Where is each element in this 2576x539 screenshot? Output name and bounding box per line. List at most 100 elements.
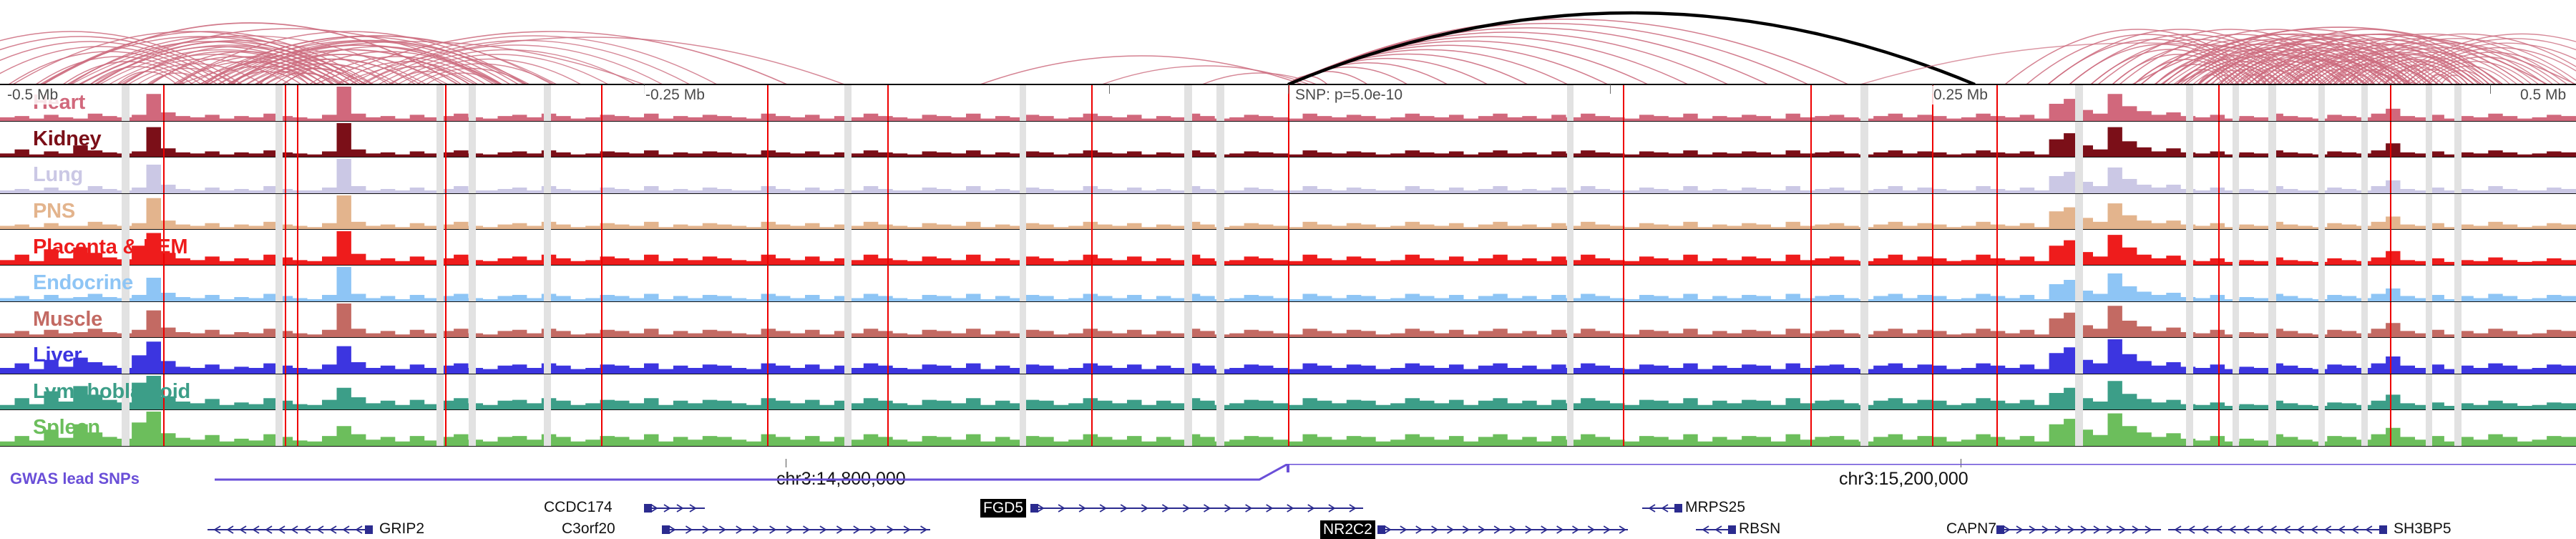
- signal-track-muscle[interactable]: Muscle: [0, 301, 2576, 339]
- interaction-arc: [980, 55, 1303, 84]
- ruler-tick-label-3: 0.25 Mb: [1932, 86, 1989, 105]
- signal-profile: [0, 339, 2576, 374]
- interaction-arc: [172, 31, 527, 84]
- strand-arrow: [2029, 525, 2036, 534]
- gene-label-ccdc174[interactable]: CCDC174: [544, 499, 613, 515]
- signal-track-lung[interactable]: Lung: [0, 157, 2576, 195]
- strand-arrow: [1603, 525, 1611, 534]
- gene-label-mrps25[interactable]: MRPS25: [1685, 499, 1746, 515]
- interaction-arc: [2226, 49, 2386, 84]
- signal-track-spleen[interactable]: Spleen: [0, 409, 2576, 447]
- gene-label-c3orf20[interactable]: C3orf20: [562, 520, 615, 537]
- gene-exon: [2379, 525, 2387, 534]
- signal-track-endocrine[interactable]: Endocrine: [0, 265, 2576, 303]
- interaction-arc: [2332, 38, 2576, 84]
- strand-arrow: [2255, 525, 2263, 534]
- signal-profile: [0, 122, 2576, 157]
- interaction-arc: [0, 46, 218, 84]
- strand-arrow: [1245, 504, 1253, 513]
- interaction-arc: [1860, 42, 2419, 84]
- strand-arrow: [1328, 504, 1336, 513]
- signal-track-liver[interactable]: Liver: [0, 337, 2576, 375]
- strand-arrow: [1714, 525, 1722, 534]
- strand-arrow: [1702, 525, 1709, 534]
- strand-arrow: [1037, 504, 1045, 513]
- strand-arrow: [736, 525, 743, 534]
- interaction-arc: [2233, 29, 2501, 84]
- interaction-arc: [2240, 44, 2428, 84]
- interaction-arc: [2409, 52, 2575, 84]
- gwas-track-label: GWAS lead SNPs: [10, 470, 140, 487]
- strand-arrow: [329, 525, 337, 534]
- strand-arrow: [1400, 525, 1407, 534]
- strand-arrow: [2283, 525, 2290, 534]
- strand-arrow: [2093, 525, 2101, 534]
- interaction-arc: [12, 31, 367, 84]
- strand-arrow: [702, 525, 710, 534]
- strand-arrow: [2041, 525, 2049, 534]
- interaction-arc: [78, 28, 502, 84]
- strand-arrow: [2365, 525, 2373, 534]
- interaction-arc: [2421, 61, 2532, 84]
- strand-arrow: [1266, 504, 1274, 513]
- interaction-arc: [2426, 74, 2453, 84]
- gene-label-capn7[interactable]: CAPN7: [1946, 520, 1997, 537]
- interaction-arc: [369, 44, 663, 84]
- strand-arrow: [2201, 525, 2209, 534]
- gene-exon: [1996, 525, 2004, 534]
- interaction-arc: [2428, 65, 2511, 84]
- gene-label-nr2c2[interactable]: NR2C2: [1320, 520, 1375, 539]
- signal-track-kidney[interactable]: Kidney: [0, 120, 2576, 158]
- gene-models-svg: [208, 504, 2387, 534]
- interaction-arc: [2292, 65, 2375, 84]
- strand-arrow: [1661, 504, 1669, 513]
- strand-arrow: [213, 525, 221, 534]
- interaction-arc: [2351, 52, 2518, 84]
- interaction-arc: [80, 39, 400, 84]
- strand-arrow: [903, 525, 911, 534]
- interaction-arc: [2298, 44, 2485, 84]
- gene-label-grip2[interactable]: GRIP2: [379, 520, 425, 537]
- interaction-arc: [2415, 56, 2554, 84]
- gene-label-fgd5[interactable]: FGD5: [980, 499, 1027, 518]
- ruler-tick-label-2: SNP: p=5.0e-10: [1294, 86, 1405, 105]
- gene-exon: [1728, 525, 1736, 534]
- strand-arrow: [316, 525, 324, 534]
- strand-arrow: [769, 525, 777, 534]
- track-label-placenta-eem: Placenta & EEM: [33, 235, 188, 258]
- interaction-arc: [2219, 39, 2433, 84]
- strand-arrow: [2310, 525, 2318, 534]
- interaction-arc: [123, 46, 350, 84]
- interaction-arc: [2262, 49, 2422, 84]
- interaction-arc: [378, 49, 636, 84]
- gwas-snp-line[interactable]: [0, 464, 2576, 492]
- strand-arrow: [2323, 525, 2332, 534]
- strand-arrow: [1478, 525, 1485, 534]
- interaction-arc: [336, 37, 845, 84]
- interaction-arc: [35, 56, 202, 84]
- interaction-arc: [1287, 19, 1849, 84]
- interaction-arc: [117, 71, 177, 84]
- strand-arrow: [685, 525, 693, 534]
- interaction-arc: [69, 36, 366, 84]
- strand-arrow: [2228, 525, 2236, 534]
- strand-arrow: [2296, 525, 2305, 534]
- gwas-lead-snps-track[interactable]: GWAS lead SNPs: [0, 464, 2576, 492]
- gene-label-rbsn[interactable]: RBSN: [1739, 520, 1781, 537]
- interaction-arc: [2090, 39, 2304, 84]
- interaction-arc: [2396, 42, 2576, 84]
- interaction-arc: [2197, 64, 2278, 84]
- strand-arrow: [1141, 504, 1149, 513]
- strand-arrow: [1447, 525, 1455, 534]
- signal-track-placenta-eem[interactable]: Placenta & EEM: [0, 229, 2576, 267]
- gene-label-sh3bp5[interactable]: SH3BP5: [2394, 520, 2451, 537]
- strand-arrow: [1572, 525, 1580, 534]
- signal-track-lymphoblastoid[interactable]: Lymphoblastoid: [0, 373, 2576, 411]
- strand-arrow: [1204, 504, 1211, 513]
- interaction-arc: [2326, 64, 2406, 84]
- strand-arrow: [1224, 504, 1232, 513]
- strand-arrow: [718, 525, 727, 534]
- signal-track-pns[interactable]: PNS: [0, 193, 2576, 230]
- strand-arrow: [265, 525, 273, 534]
